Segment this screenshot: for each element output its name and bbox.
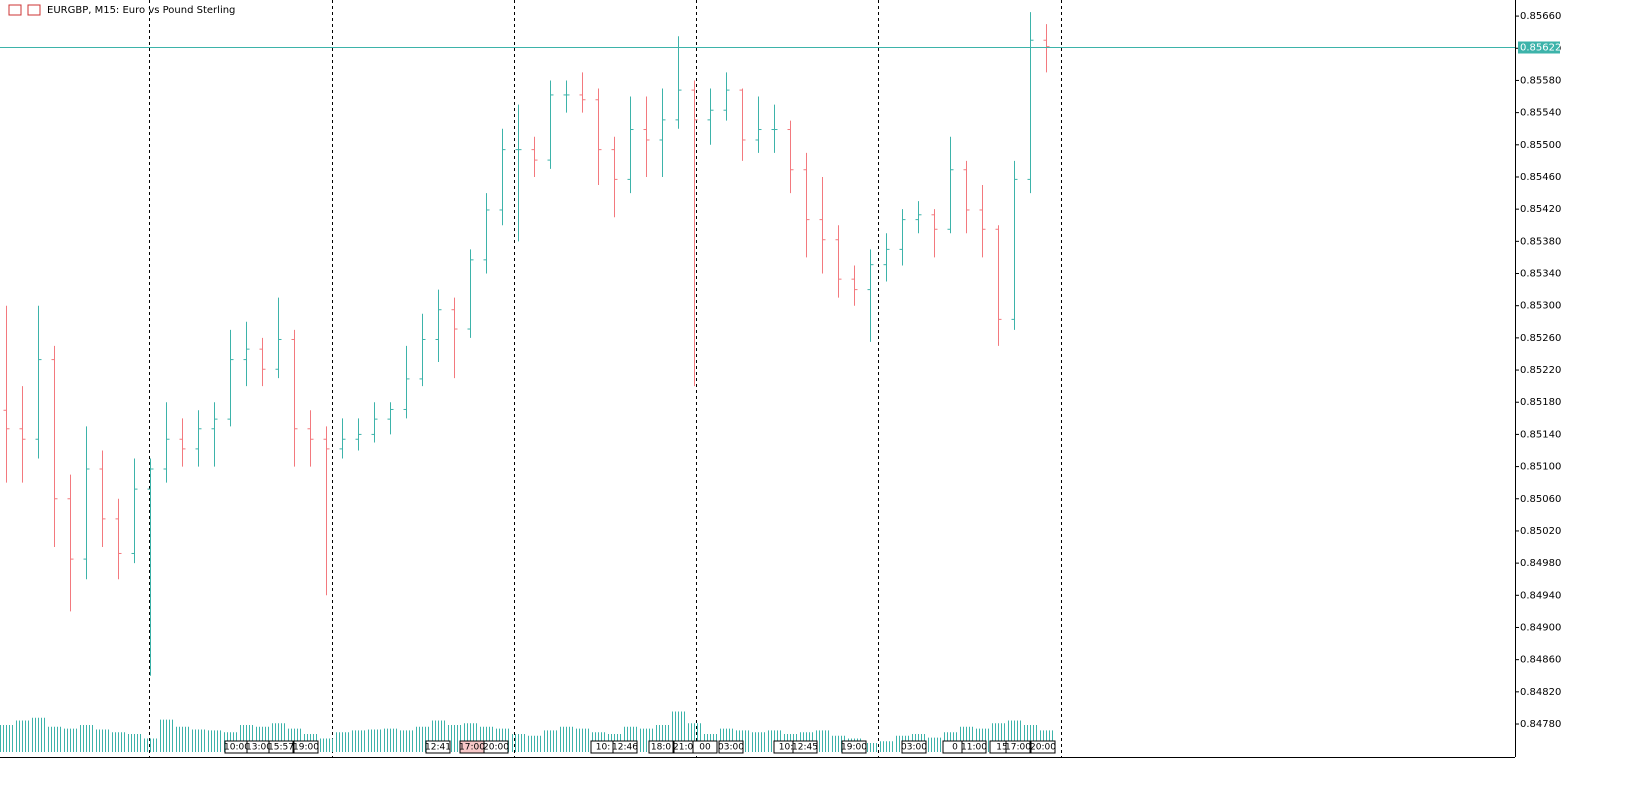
time-label: 10:00 <box>224 743 250 753</box>
time-label: 00 <box>699 743 711 753</box>
time-label: 12:45 <box>792 743 818 753</box>
time-label: 10: <box>596 743 610 753</box>
time-label-group: 20:00 <box>1030 740 1056 754</box>
chart-title: EURGBP, M15: Euro vs Pound Sterling <box>47 5 235 16</box>
time-label-group: 17:00 <box>459 740 485 754</box>
y-tick-label: 0.85460 <box>1520 172 1561 183</box>
time-label: 03:00 <box>901 743 927 753</box>
y-tick-label: 0.84940 <box>1520 590 1561 601</box>
y-tick-label: 0.85260 <box>1520 333 1561 344</box>
time-label-box <box>648 740 674 754</box>
time-label-group: 17:00 <box>1005 740 1031 754</box>
y-tick-label: 0.85100 <box>1520 462 1561 473</box>
y-tick-label: 0.85060 <box>1520 494 1561 505</box>
separators <box>149 0 1062 757</box>
y-tick-label: 0.85420 <box>1520 204 1561 215</box>
time-label-box <box>425 740 451 754</box>
time-label-box <box>293 740 319 754</box>
y-tick-label: 0.85380 <box>1520 236 1561 247</box>
time-label: 17:00 <box>1005 743 1031 753</box>
toolbar-icons <box>8 4 41 16</box>
time-label: 03:00 <box>718 743 744 753</box>
time-label-box <box>692 740 718 754</box>
time-label: 20:00 <box>1030 743 1056 753</box>
y-tick-label: 0.84980 <box>1520 558 1561 569</box>
time-label: 20:00 <box>483 743 509 753</box>
y-tick-label: 0.85220 <box>1520 365 1561 376</box>
time-label: 12:46 <box>612 743 638 753</box>
time-label: 15 <box>996 743 1007 753</box>
time-label-box <box>901 740 927 754</box>
time-label-group: 18:0 <box>648 740 674 754</box>
time-label-box <box>961 740 987 754</box>
time-label-box <box>483 740 509 754</box>
icon <box>8 4 22 16</box>
time-label-group: 03:00 <box>718 740 744 754</box>
y-tick-label: 0.85340 <box>1520 269 1561 280</box>
y-tick-label: 0.85140 <box>1520 429 1561 440</box>
time-label-group: 19:00 <box>841 740 867 754</box>
time-label-box <box>1005 740 1031 754</box>
time-label-group: 12:45 <box>792 740 818 754</box>
time-label-box <box>792 740 818 754</box>
y-tick-label: 0.85500 <box>1520 140 1561 151</box>
time-label-group: 12:46 <box>612 740 638 754</box>
y-tick-label: 0.85660 <box>1520 11 1561 22</box>
time-label-box <box>1030 740 1056 754</box>
time-label: 10: <box>779 743 793 753</box>
time-label: 19:00 <box>293 743 319 753</box>
time-label: 19:00 <box>841 743 867 753</box>
y-tick-label: 0.85580 <box>1520 75 1561 86</box>
y-tick-label: 0.84780 <box>1520 719 1561 730</box>
bid-label: 0.85622 <box>1520 43 1561 54</box>
y-tick-label: 0.84820 <box>1520 687 1561 698</box>
y-tick-label: 0.84900 <box>1520 622 1561 633</box>
y-tick-label: 0.85020 <box>1520 526 1561 537</box>
time-label: 17:00 <box>459 743 485 753</box>
time-label: 15:57 <box>268 743 294 753</box>
time-label: 13:00 <box>246 743 272 753</box>
time-label: 21:00 <box>673 743 699 753</box>
time-label-group: 12:41 <box>425 740 451 754</box>
time-label: 18:0 <box>651 743 671 753</box>
time-label-group: 20:00 <box>483 740 509 754</box>
time-label: 0 <box>952 743 958 753</box>
time-label-group: 15:57 <box>268 740 294 754</box>
y-tick-label: 0.85180 <box>1520 397 1561 408</box>
time-label-group: 11:00 <box>961 740 987 754</box>
time-label-box <box>718 740 744 754</box>
time-label-group: 13:00 <box>246 740 272 754</box>
bid-label-box <box>1518 41 1560 54</box>
y-tick-label: 0.84860 <box>1520 655 1561 666</box>
y-tick-label: 0.85300 <box>1520 301 1561 312</box>
time-label: 11:00 <box>961 743 987 753</box>
time-label: 12:41 <box>425 743 451 753</box>
y-tick-label: 0.85540 <box>1520 108 1561 119</box>
time-label-box <box>841 740 867 754</box>
time-label-group: 21:00 <box>673 740 699 754</box>
time-label-group: 00 <box>692 740 718 754</box>
time-label-group: 03:00 <box>901 740 927 754</box>
time-label-box <box>612 740 638 754</box>
time-label-group: 19:00 <box>293 740 319 754</box>
icon <box>27 4 41 16</box>
time-label-box <box>268 740 294 754</box>
